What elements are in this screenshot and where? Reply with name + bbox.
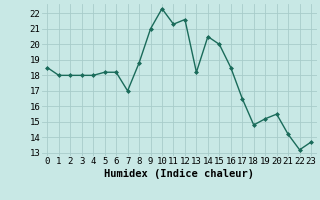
- X-axis label: Humidex (Indice chaleur): Humidex (Indice chaleur): [104, 169, 254, 179]
